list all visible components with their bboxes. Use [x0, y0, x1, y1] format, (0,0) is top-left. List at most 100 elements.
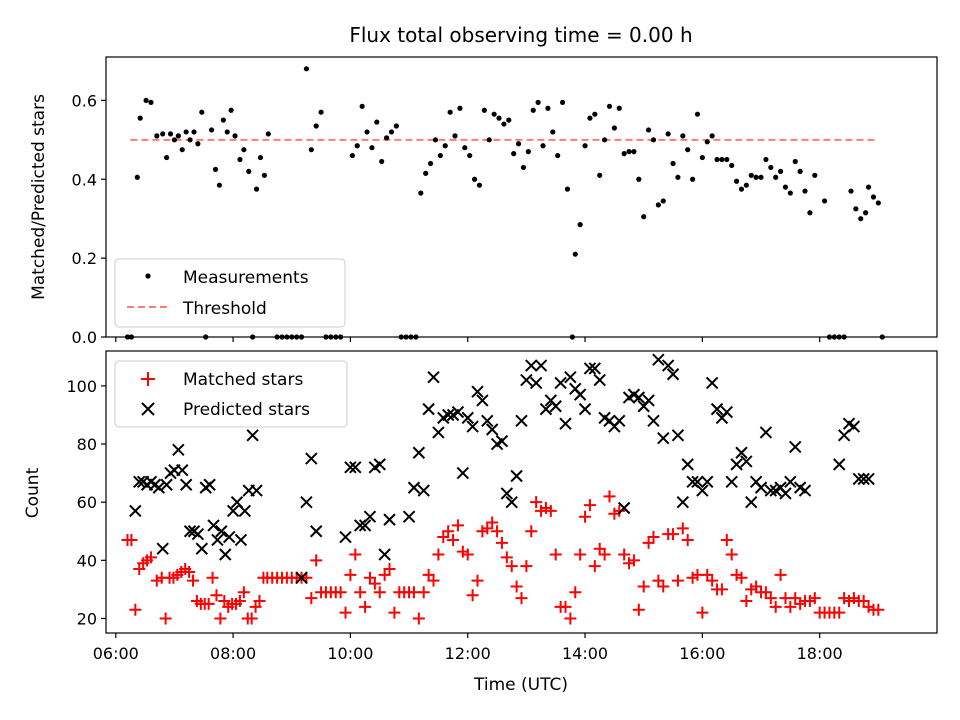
predicted-star-point — [661, 359, 675, 372]
measurement-point — [587, 115, 593, 121]
predicted-star-point — [857, 472, 870, 486]
measurement-point — [486, 137, 492, 143]
measurement-point — [797, 168, 803, 174]
predicted-star-point — [833, 458, 846, 471]
predicted-star-point — [647, 414, 660, 427]
measurement-point — [665, 131, 671, 137]
matched-star-point — [583, 499, 596, 512]
matched-star-point — [613, 504, 626, 517]
matched-star-point — [774, 568, 787, 581]
predicted-star-point — [505, 495, 518, 509]
predicted-star-point — [349, 461, 362, 474]
matched-star-point — [417, 586, 430, 599]
predicted-star-point — [422, 402, 435, 416]
measurement-point — [515, 141, 522, 147]
measurement-point — [212, 166, 219, 172]
x-tick-label: 14:00 — [562, 644, 608, 663]
predicted-star-point — [339, 530, 352, 544]
matched-star-point — [720, 533, 733, 546]
measurement-point — [812, 172, 818, 178]
predicted-star-point — [710, 402, 724, 416]
measurement-points — [124, 66, 885, 340]
measurement-point — [257, 154, 264, 161]
measurement-point — [183, 129, 189, 135]
matched-star-point — [632, 603, 645, 616]
matched-star-point — [603, 490, 616, 503]
top-y-tick-label: 0.6 — [72, 91, 97, 110]
matched-star-point — [202, 597, 215, 610]
predicted-star-point — [510, 469, 523, 483]
predicted-star-point — [554, 376, 567, 390]
predicted-star-point — [725, 475, 738, 489]
measurement-point — [216, 182, 223, 188]
measurement-point — [738, 186, 745, 192]
matched-star-point — [253, 595, 266, 608]
measurement-point — [374, 119, 380, 125]
measurement-point — [606, 103, 613, 109]
measurement-point — [870, 194, 877, 200]
measurement-point — [768, 164, 774, 171]
matched-star-point — [206, 571, 219, 584]
matched-star-point — [447, 533, 460, 546]
top-y-tick-label: 0.0 — [72, 328, 97, 347]
measurement-point — [520, 164, 527, 171]
measurement-point — [621, 151, 627, 157]
measurement-point — [328, 334, 334, 340]
predicted-star-point — [588, 362, 602, 375]
predicted-star-point — [642, 394, 655, 407]
top-plot-frame — [105, 56, 938, 338]
measurement-point — [535, 99, 541, 105]
matched-star-point — [579, 510, 592, 523]
measurement-point — [333, 334, 339, 340]
measurement-point — [191, 129, 197, 135]
matched-star-point — [491, 525, 504, 538]
measurement-point — [724, 156, 730, 163]
predicted-star-point — [466, 420, 479, 433]
matched-star-point — [214, 612, 227, 625]
measurement-point — [559, 99, 566, 105]
measurement-point — [792, 158, 798, 165]
matched-star-point — [125, 533, 138, 546]
measurement-point — [338, 334, 344, 340]
measurement-point — [564, 186, 571, 192]
measurement-point — [289, 334, 295, 340]
measurement-point — [467, 152, 473, 159]
measurement-point — [848, 188, 854, 194]
bottom-y-tick-label: 100 — [66, 377, 97, 396]
measurement-point — [807, 210, 813, 216]
measurement-point — [452, 133, 458, 139]
measurement-point — [476, 182, 483, 188]
predicted-star-point — [573, 388, 587, 401]
matched-star-point — [808, 592, 821, 605]
predicted-star-point — [226, 504, 240, 518]
measurement-point — [875, 200, 881, 206]
measurement-point — [418, 190, 424, 196]
matched-star-point — [657, 580, 670, 593]
measurement-point — [836, 334, 842, 340]
measurement-point — [220, 117, 226, 123]
matched-star-point — [569, 586, 582, 599]
measurement-point — [729, 162, 735, 169]
measurement-point — [128, 334, 135, 340]
chart-title: Flux total observing time = 0.00 h — [349, 23, 692, 47]
measurement-point — [284, 334, 290, 340]
measurement-point — [398, 334, 404, 340]
bottom-axis-ticks: 20 40 60 80 100 06:00 08:00 10:00 12:00 14:00 16:0… — [66, 377, 842, 663]
matched-star-point — [564, 612, 577, 625]
matched-star-point — [637, 580, 650, 593]
predicted-star-point — [215, 525, 228, 538]
matched-star-point — [245, 612, 258, 625]
predicted-star-point — [559, 417, 572, 430]
predicted-star-point — [203, 478, 216, 491]
measurement-point — [879, 334, 885, 340]
measurement-point — [232, 133, 238, 139]
measurement-point — [413, 334, 419, 340]
measurement-point — [274, 334, 280, 340]
matched-star-point — [505, 560, 518, 573]
measurement-point — [303, 66, 310, 72]
measurement-point — [525, 149, 531, 155]
measurement-point — [626, 149, 632, 155]
matched-star-point — [618, 548, 631, 561]
legend-measurements-marker — [145, 273, 151, 279]
legend-matched-label: Matched stars — [183, 370, 303, 390]
